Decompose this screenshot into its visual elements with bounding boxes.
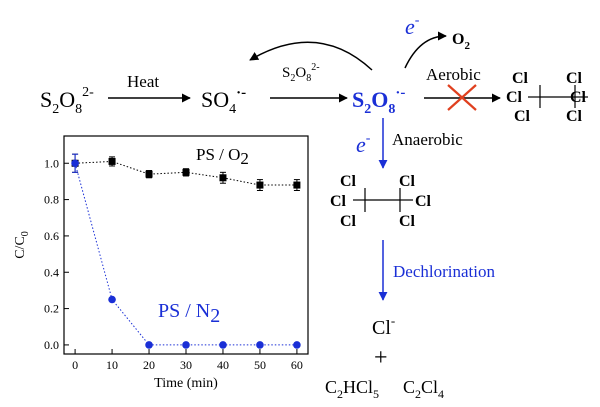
chloride-ion: Cl- — [372, 313, 395, 339]
x-axis-label: Time (min) — [154, 376, 218, 391]
cl-atom: Cl — [570, 89, 587, 106]
hexachloroethane-structure-mid: Cl Cl Cl Cl Cl Cl — [330, 173, 432, 230]
y-tick-label: 0.8 — [44, 193, 59, 207]
hexachloroethane-structure-top: Cl Cl Cl Cl Cl Cl — [506, 70, 588, 125]
x-tick-label: 60 — [291, 358, 303, 372]
persulfate-reagent: S2O82- — [282, 62, 320, 84]
degradation-chart: C/C0 Time (min) 0 10 20 30 40 50 60 0.0 0.2 0.4 0.… — [13, 135, 309, 391]
series-label-ps-o2: PS / O2 — [196, 145, 249, 168]
y-axis-label: C/C0 — [13, 231, 31, 259]
data-point-circle — [182, 341, 190, 349]
cl-atom: Cl — [514, 108, 531, 125]
cl-atom: Cl — [566, 70, 583, 87]
y-tick-label: 0.6 — [44, 229, 59, 243]
data-point-circle — [219, 341, 227, 349]
y-tick-label: 0.0 — [44, 338, 59, 352]
cl-atom: Cl — [506, 89, 523, 106]
persulfate-anion: S2O82- — [40, 85, 94, 117]
electron-transfer-arrow — [404, 31, 447, 69]
cl-atom: Cl — [566, 108, 583, 125]
sulfate-radical: SO4·- — [201, 85, 246, 117]
data-point-circle — [145, 341, 153, 349]
x-tick-label: 10 — [106, 358, 118, 372]
data-point-circle — [293, 341, 301, 349]
product-tetrachloroethylene: C2Cl4 — [403, 377, 444, 401]
anaerobic-label: Anaerobic — [392, 130, 463, 149]
cl-atom: Cl — [415, 193, 432, 210]
x-tick-label: 40 — [217, 358, 229, 372]
cl-atom: Cl — [340, 213, 357, 230]
dechlorination-label: Dechlorination — [393, 262, 495, 281]
cl-atom: Cl — [512, 70, 529, 87]
x-tick-label: 20 — [143, 358, 155, 372]
series-label-ps-n2: PS / N2 — [158, 300, 220, 327]
data-point-square — [219, 174, 227, 182]
cl-atom: Cl — [399, 173, 416, 190]
blocked-cross-stroke-2 — [447, 84, 477, 111]
x-tick-label: 30 — [180, 358, 192, 372]
oxygen-molecule: O2 — [452, 31, 470, 52]
cl-atom: Cl — [340, 173, 357, 190]
regeneration-curved-arrow — [249, 41, 373, 71]
electron-mid: e- — [356, 131, 371, 157]
plus-sign: + — [374, 345, 388, 371]
cl-atom: Cl — [399, 213, 416, 230]
electron-top: e- — [405, 13, 420, 39]
data-point-circle — [108, 295, 116, 304]
x-tick-label: 0 — [72, 358, 78, 372]
data-point-square — [145, 170, 153, 178]
cl-atom: Cl — [330, 193, 347, 210]
data-point-square — [293, 181, 301, 189]
y-tick-label: 0.4 — [44, 265, 59, 279]
heat-label: Heat — [127, 72, 159, 91]
data-point-square — [108, 157, 116, 165]
data-point-square — [182, 168, 190, 176]
persulfate-radical: S2O8·- — [352, 85, 405, 117]
data-point-circle — [71, 159, 79, 168]
y-tick-label: 0.2 — [44, 302, 59, 316]
x-tick-label: 50 — [254, 358, 266, 372]
data-point-square — [256, 181, 264, 189]
data-point-circle — [256, 341, 264, 349]
y-tick-label: 1.0 — [44, 156, 59, 170]
aerobic-label: Aerobic — [426, 65, 481, 84]
product-pentachloroethane: C2HCl5 — [325, 377, 379, 401]
